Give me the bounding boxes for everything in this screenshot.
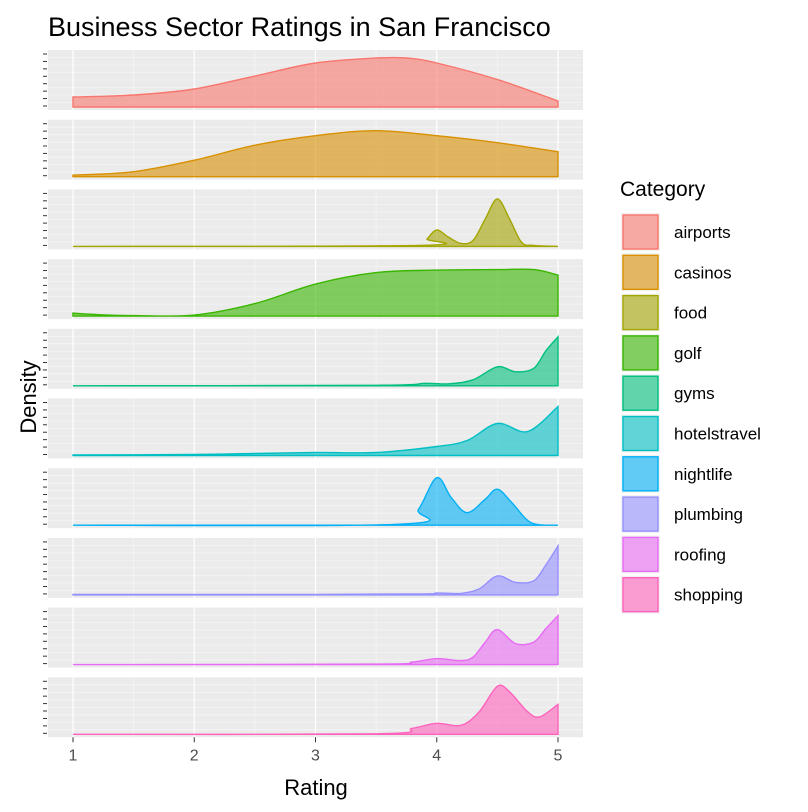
legend-label: shopping — [674, 586, 743, 605]
legend-swatch — [622, 375, 659, 411]
facet-panel-nightlife — [43, 468, 583, 529]
legend-item-airports: airports — [621, 213, 731, 251]
x-axis-title: Rating — [284, 775, 348, 800]
legend-label: golf — [674, 344, 702, 363]
density-area-golf — [72, 268, 559, 317]
legend-item-shopping: shopping — [621, 575, 743, 614]
density-area-casinos — [72, 129, 559, 178]
legend-item-golf: golf — [621, 333, 702, 372]
legend-label: casinos — [674, 263, 732, 282]
legend-item-food: food — [621, 293, 707, 332]
legend-label: hotelstravel — [674, 425, 761, 444]
legend-label: airports — [674, 223, 731, 242]
legend-label: food — [674, 304, 707, 323]
legend-item-roofing: roofing — [621, 535, 726, 574]
legend-swatch — [622, 294, 659, 331]
legend-swatch — [622, 536, 659, 573]
x-axis: 1 2 3 4 5 — [69, 737, 563, 764]
legend-label: nightlife — [674, 465, 733, 484]
facet-panel-food — [43, 189, 583, 250]
facet-panels — [43, 50, 583, 738]
density-area-airports — [72, 56, 559, 108]
density-area-food — [72, 198, 559, 248]
legend: Category airports casinos food golf gyms hote… — [620, 178, 761, 614]
facet-panel-plumbing — [43, 537, 583, 598]
facet-panel-airports — [43, 50, 583, 110]
legend-label: plumbing — [674, 505, 743, 524]
legend-swatch — [622, 335, 659, 371]
legend-item-nightlife: nightlife — [621, 454, 733, 493]
density-area-roofing — [72, 613, 559, 666]
legend-swatch — [622, 456, 659, 492]
density-area-plumbing — [72, 543, 559, 596]
density-area-gyms — [72, 334, 559, 387]
x-tick-label: 1 — [69, 747, 78, 764]
legend-items: airports casinos food golf gyms hotelstravel n… — [621, 213, 761, 614]
facet-panel-gyms — [43, 328, 583, 389]
chart-title: Business Sector Ratings in San Francisco — [48, 12, 551, 42]
facet-panel-golf — [43, 259, 583, 320]
x-tick-label: 3 — [311, 747, 320, 764]
facet-panel-hotelstravel — [43, 398, 583, 459]
density-area-nightlife — [72, 476, 559, 527]
legend-title: Category — [620, 178, 706, 201]
legend-swatch — [622, 254, 659, 291]
facet-panel-casinos — [43, 119, 583, 180]
legend-item-hotelstravel: hotelstravel — [621, 414, 761, 453]
legend-swatch — [622, 415, 659, 452]
density-area-shopping — [72, 684, 559, 736]
legend-swatch — [622, 496, 659, 532]
x-tick-label: 2 — [190, 747, 199, 764]
legend-item-plumbing: plumbing — [621, 495, 743, 534]
legend-swatch — [622, 577, 659, 613]
facet-panel-roofing — [43, 607, 583, 668]
density-area-hotelstravel — [72, 405, 559, 457]
facet-panel-shopping — [43, 677, 583, 738]
legend-item-gyms: gyms — [621, 374, 715, 413]
x-tick-label: 4 — [432, 747, 441, 764]
y-axis-title: Density — [16, 360, 41, 433]
legend-label: roofing — [674, 545, 726, 564]
legend-item-casinos: casinos — [621, 253, 732, 292]
legend-swatch — [622, 214, 659, 250]
legend-label: gyms — [674, 384, 715, 403]
x-tick-label: 5 — [554, 747, 563, 764]
